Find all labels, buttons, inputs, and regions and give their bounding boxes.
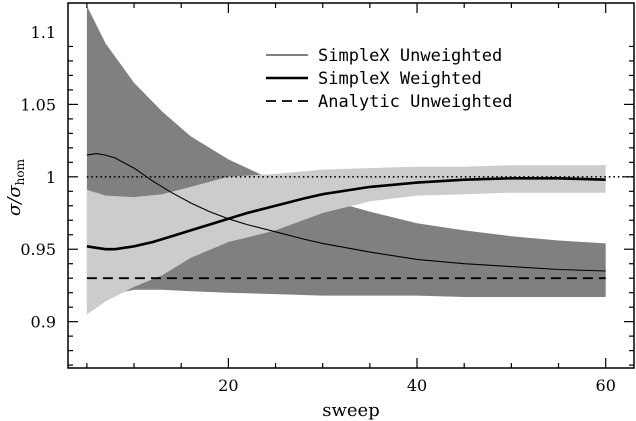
bands-layer [86, 5, 606, 315]
x-tick-label: 40 [407, 376, 427, 395]
y-tick-label: 0.9 [31, 313, 56, 332]
ticks-layer: 20 40 60 0.9 0.95 1 1.05 1.1 [20, 3, 634, 395]
legend: SimpleX Unweighted SimpleX Weighted Analyt… [266, 46, 512, 112]
y-tick-label: 1.1 [31, 23, 56, 42]
plot-frame [67, 2, 635, 369]
series-line-simplex-weighted [86, 177, 606, 251]
series-line-simplex-unweighted [86, 153, 606, 272]
legend-label: Analytic Unweighted [318, 92, 512, 112]
spread-band-weighted [86, 165, 606, 315]
y-axis-label: σ/σhom [4, 158, 27, 216]
x-axis-label: sweep [322, 400, 379, 421]
y-axis-label-subscript: hom [13, 158, 27, 185]
legend-label: SimpleX Weighted [318, 69, 482, 89]
legend-label: SimpleX Unweighted [318, 46, 502, 66]
lines-layer [86, 153, 634, 280]
x-tick-label: 20 [218, 376, 238, 395]
y-axis-label-main: σ/σ [4, 185, 25, 216]
y-tick-label: 1.05 [20, 95, 56, 114]
x-tick-label: 60 [596, 376, 616, 395]
y-tick-label: 0.95 [20, 240, 56, 259]
y-tick-label: 1 [46, 168, 56, 187]
